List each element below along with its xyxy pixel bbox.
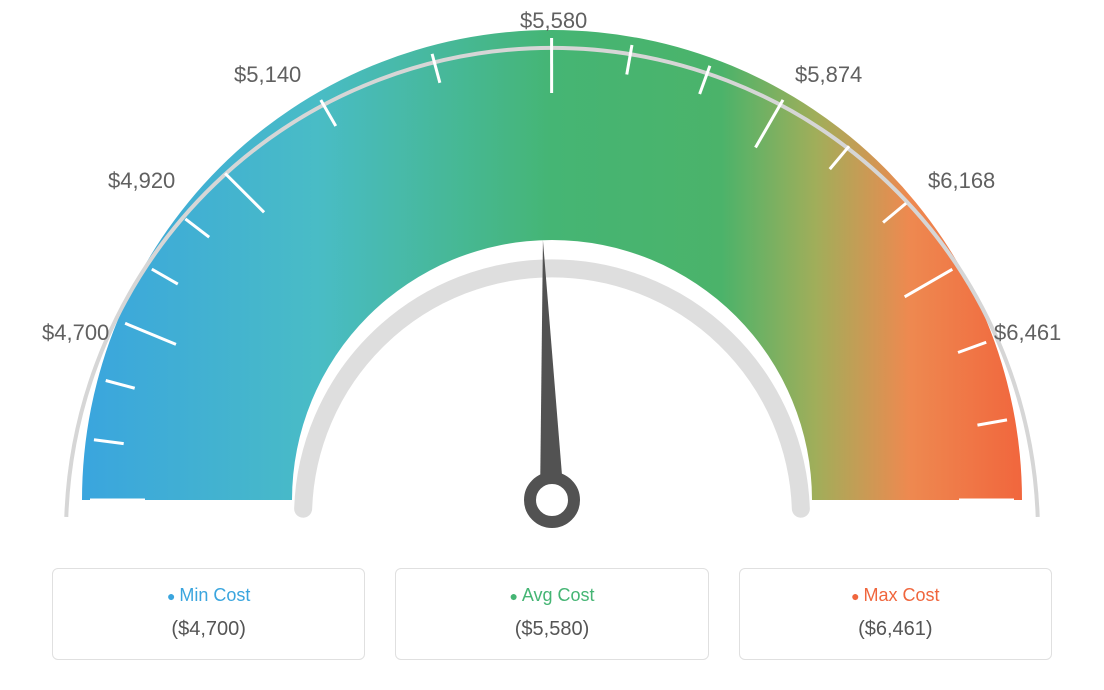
legend-row: Min Cost ($4,700) Avg Cost ($5,580) Max …: [52, 568, 1052, 660]
legend-card-avg: Avg Cost ($5,580): [395, 568, 708, 660]
legend-title-avg: Avg Cost: [396, 585, 707, 606]
gauge-tick-label: $5,140: [234, 62, 301, 88]
gauge-svg: [0, 0, 1104, 550]
cost-gauge-chart: [0, 0, 1104, 550]
gauge-tick-label: $5,874: [795, 62, 862, 88]
legend-title-max: Max Cost: [740, 585, 1051, 606]
legend-title-min: Min Cost: [53, 585, 364, 606]
legend-value-max: ($6,461): [740, 618, 1051, 641]
legend-value-avg: ($5,580): [396, 618, 707, 641]
gauge-tick-label: $6,168: [928, 168, 995, 194]
gauge-tick-label: $4,920: [108, 168, 175, 194]
legend-value-min: ($4,700): [53, 618, 364, 641]
gauge-tick-label: $6,461: [994, 320, 1061, 346]
gauge-tick-label: $4,700: [42, 320, 109, 346]
legend-card-max: Max Cost ($6,461): [739, 568, 1052, 660]
legend-card-min: Min Cost ($4,700): [52, 568, 365, 660]
gauge-tick-label: $5,580: [520, 8, 587, 34]
